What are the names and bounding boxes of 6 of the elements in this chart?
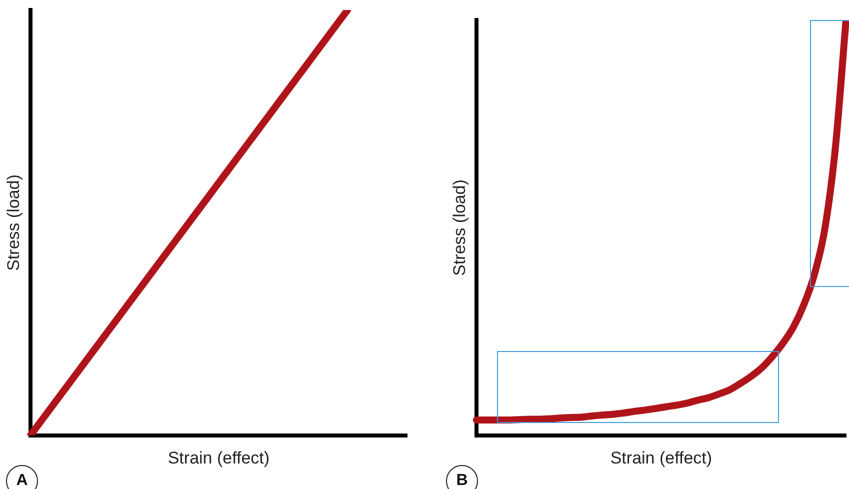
y-axis-title: Stress (load) [4,174,23,271]
y-axis-title: Stress (load) [450,180,469,276]
text: A [6,465,38,489]
x-axis-title: Strain (effect) [610,448,712,468]
text: B [446,465,478,489]
x-axis-title: Strain (effect) [168,448,270,468]
